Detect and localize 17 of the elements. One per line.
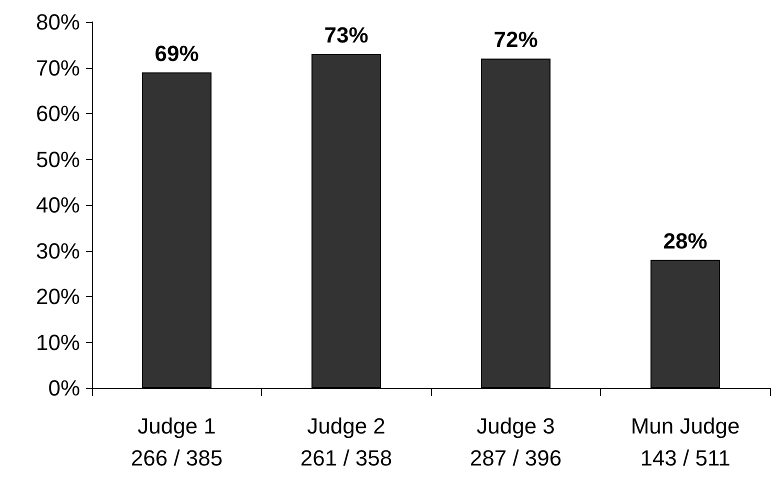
y-tick-label: 70%: [36, 55, 80, 80]
x-tick-label: Judge 1 266 / 385: [130, 414, 223, 470]
x-tick-label: Mun Judge 143 / 511: [630, 414, 740, 470]
x-tick-label: Judge 2 261 / 358: [300, 414, 392, 470]
y-tick-label: 20%: [36, 284, 80, 309]
y-tick-label: 50%: [36, 146, 80, 172]
data-label: 28%: [663, 228, 708, 254]
data-label: 73%: [324, 22, 368, 48]
data-label: 69%: [154, 40, 199, 66]
data-label: 72%: [494, 27, 538, 52]
y-tick-label: 30%: [36, 238, 80, 264]
y-tick-label: 0%: [48, 376, 80, 400]
y-tick-label: 10%: [36, 330, 80, 355]
y-tick-label: 40%: [36, 192, 80, 218]
y-tick-label: 80%: [36, 10, 80, 34]
x-tick-label: Judge 3 287 / 396: [470, 414, 562, 470]
y-tick-label: 60%: [36, 101, 80, 126]
